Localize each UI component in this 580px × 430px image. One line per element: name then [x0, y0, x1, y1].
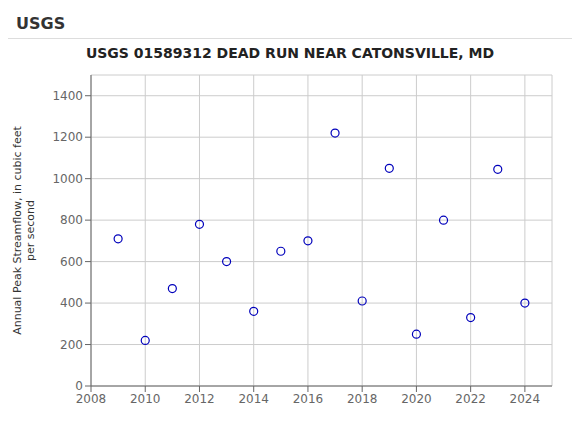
- svg-text:Annual Peak Streamflow, in cub: Annual Peak Streamflow, in cubic feetper…: [11, 125, 37, 334]
- svg-text:2010: 2010: [130, 392, 161, 406]
- svg-text:2012: 2012: [184, 392, 215, 406]
- svg-text:400: 400: [60, 296, 83, 310]
- svg-text:1400: 1400: [52, 89, 83, 103]
- svg-text:2016: 2016: [293, 392, 324, 406]
- html-text:USGS 01589312 DEAD RUN NEAR CA: USGS 01589312 DEAD RUN NEAR CATONSVILLE,…: [85, 45, 495, 61]
- svg-text:1200: 1200: [52, 130, 83, 144]
- svg-text:2018: 2018: [347, 392, 378, 406]
- svg-text:2020: 2020: [401, 392, 432, 406]
- svg-text:600: 600: [60, 255, 83, 269]
- svg-text:2008: 2008: [76, 392, 107, 406]
- svg-text:2014: 2014: [238, 392, 269, 406]
- svg-text:1000: 1000: [52, 172, 83, 186]
- svg-text:200: 200: [60, 338, 83, 352]
- svg-text:2022: 2022: [455, 392, 486, 406]
- svg-text:800: 800: [60, 213, 83, 227]
- svg-text:0: 0: [75, 379, 83, 393]
- html-text:USGS: USGS: [16, 13, 66, 33]
- svg-text:2024: 2024: [510, 392, 541, 406]
